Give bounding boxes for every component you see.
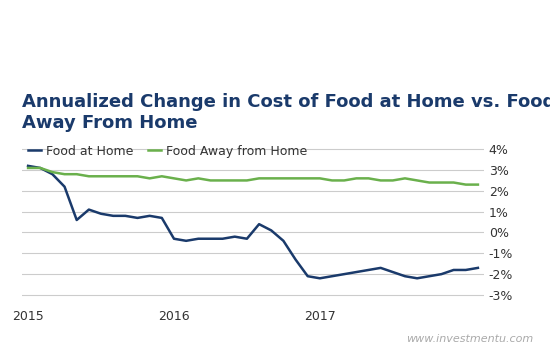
Text: Annualized Change in Cost of Food at Home vs. Food
Away From Home: Annualized Change in Cost of Food at Hom… xyxy=(22,93,550,132)
Text: www.investmentu.com: www.investmentu.com xyxy=(406,333,534,344)
Legend: Food at Home, Food Away from Home: Food at Home, Food Away from Home xyxy=(28,145,307,158)
